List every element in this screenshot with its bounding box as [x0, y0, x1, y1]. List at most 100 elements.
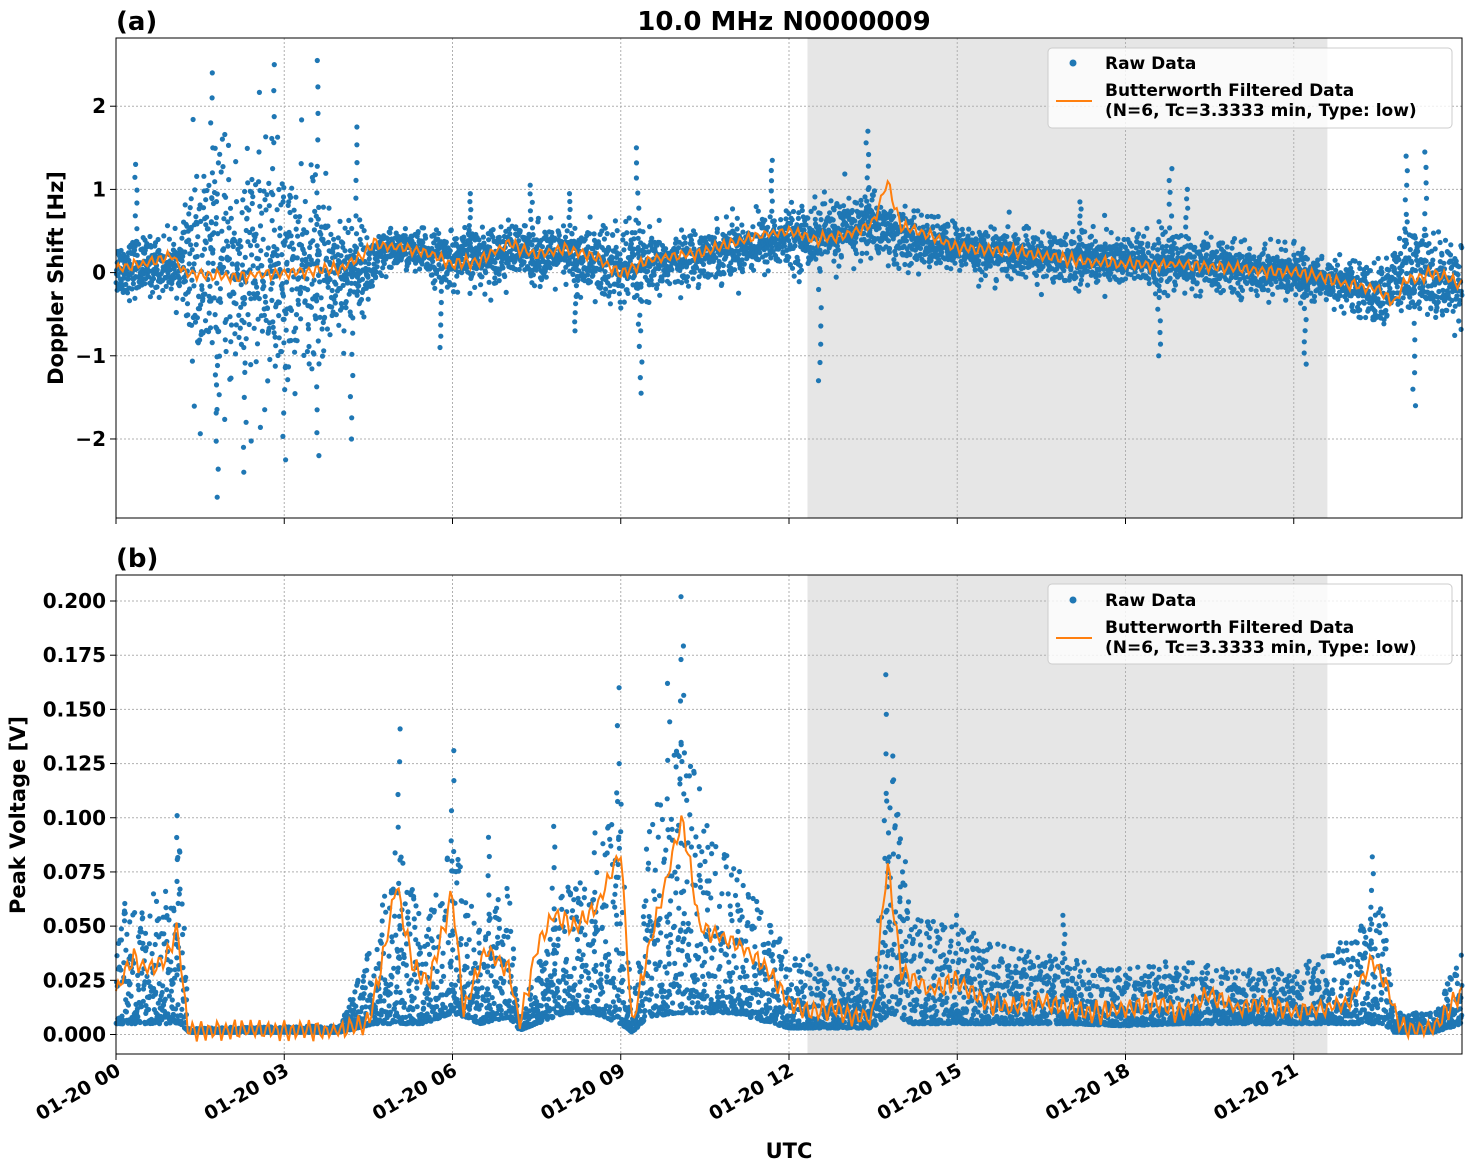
- raw-data-point: [233, 322, 239, 328]
- raw-data-point: [450, 289, 457, 295]
- raw-data-point: [204, 214, 210, 220]
- raw-data-point: [239, 210, 245, 216]
- raw-data-point: [310, 238, 316, 244]
- raw-data-point: [320, 236, 326, 242]
- raw-data-point: [186, 237, 192, 243]
- raw-data-point: [1162, 229, 1168, 235]
- raw-data-point: [885, 238, 892, 244]
- raw-data-point: [164, 223, 171, 229]
- raw-data-point: [289, 185, 295, 191]
- raw-data-point: [215, 160, 221, 166]
- raw-data-point: [516, 238, 522, 244]
- raw-data-point: [1338, 304, 1344, 310]
- raw-data-point: [876, 225, 882, 231]
- raw-data-point: [310, 178, 316, 184]
- raw-data-point: [182, 249, 188, 255]
- raw-data-point: [199, 252, 205, 258]
- raw-data-point: [142, 281, 148, 287]
- raw-data-point: [915, 208, 921, 214]
- raw-data-point: [123, 281, 129, 287]
- raw-data-point: [612, 218, 619, 224]
- raw-data-point: [294, 338, 300, 344]
- raw-data-point: [729, 206, 736, 212]
- raw-data-point: [383, 274, 389, 280]
- raw-data-point: [651, 272, 657, 278]
- raw-data-point: [563, 281, 569, 287]
- raw-data-point: [430, 258, 436, 264]
- raw-data-point: [972, 267, 978, 273]
- raw-data-point: [1115, 236, 1121, 242]
- raw-data-point: [192, 187, 198, 193]
- raw-data-point: [164, 274, 170, 280]
- raw-data-point: [1025, 225, 1032, 231]
- raw-data-point: [907, 252, 913, 258]
- raw-data-point: [311, 227, 317, 233]
- raw-data-point: [254, 341, 261, 347]
- raw-data-point: [963, 261, 969, 267]
- raw-data-point: [1005, 224, 1011, 230]
- raw-data-point: [1396, 257, 1402, 263]
- raw-data-point: [213, 215, 219, 221]
- raw-data-point: [490, 234, 496, 240]
- raw-data-point: [250, 263, 256, 269]
- raw-data-point: [778, 217, 784, 223]
- raw-data-point: [1317, 290, 1323, 296]
- raw-data-point: [828, 198, 834, 204]
- raw-data-point: [420, 239, 426, 245]
- raw-data-point: [229, 261, 235, 267]
- raw-data-point: [590, 272, 596, 279]
- raw-data-point: [1159, 225, 1165, 231]
- raw-data-point: [272, 334, 278, 340]
- raw-data-point: [189, 277, 195, 283]
- raw-data-point: [1331, 306, 1337, 312]
- raw-data-point: [223, 194, 229, 200]
- raw-data-point: [1122, 276, 1129, 282]
- raw-data-point: [259, 210, 265, 216]
- raw-data-point: [283, 327, 289, 333]
- raw-data-point: [125, 276, 131, 282]
- raw-data-point: [301, 352, 307, 358]
- raw-data-point: [320, 319, 326, 326]
- raw-data-point: [271, 227, 277, 233]
- raw-data-point: [564, 228, 570, 234]
- raw-data-point: [817, 210, 823, 216]
- raw-data-point: [1039, 229, 1046, 235]
- raw-data-point: [277, 225, 283, 231]
- raw-data-point: [543, 233, 549, 239]
- raw-data-point: [846, 195, 852, 201]
- raw-data-point: [406, 260, 412, 266]
- figure-title: 10.0 MHz N0000009: [637, 7, 930, 37]
- raw-data-point: [1156, 287, 1162, 294]
- raw-data-point: [154, 284, 160, 290]
- raw-data-point: [359, 223, 365, 230]
- raw-data-point: [381, 261, 387, 267]
- raw-data-point: [1396, 235, 1403, 241]
- raw-data-point: [245, 180, 251, 186]
- raw-data-point: [189, 322, 195, 328]
- raw-data-point: [447, 248, 453, 254]
- raw-data-point: [1034, 281, 1040, 287]
- raw-data-point: [245, 312, 251, 318]
- raw-data-point: [269, 135, 275, 142]
- raw-data-point: [943, 229, 949, 235]
- raw-data-point: [1108, 230, 1114, 236]
- raw-data-point: [617, 251, 623, 257]
- raw-data-point: [357, 236, 363, 243]
- panel-a-raw-data: [113, 57, 1465, 500]
- raw-data-point: [957, 267, 963, 273]
- raw-data-point: [231, 230, 237, 236]
- raw-data-point: [200, 205, 207, 211]
- raw-data-point: [1194, 280, 1200, 286]
- raw-data-point: [329, 287, 335, 294]
- raw-data-point: [288, 337, 294, 344]
- raw-data-point: [341, 350, 347, 356]
- raw-data-point: [1103, 226, 1110, 232]
- raw-data-point: [796, 279, 802, 285]
- raw-data-point: [505, 217, 511, 223]
- raw-data-point: [626, 215, 632, 221]
- raw-data-point: [236, 250, 243, 257]
- raw-data-point: [293, 312, 300, 318]
- raw-data-point: [592, 299, 598, 305]
- raw-data-point: [621, 299, 627, 305]
- raw-data-point: [293, 325, 299, 331]
